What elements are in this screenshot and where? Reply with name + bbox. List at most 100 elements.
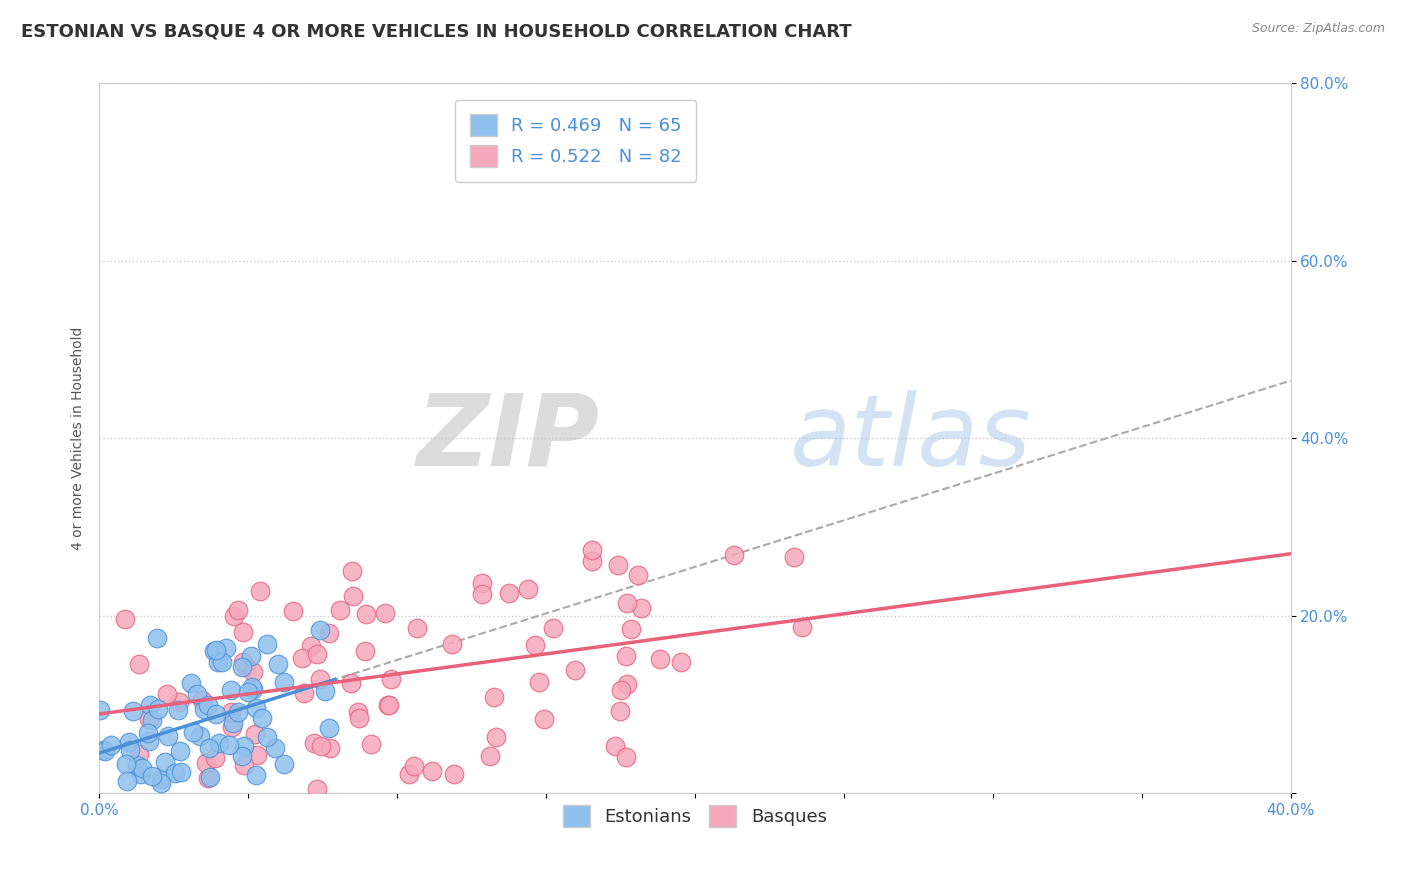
Point [155,755,177,769]
Point [291,651,314,665]
Point [139,698,162,712]
Point [318,625,340,640]
Point [122,704,145,718]
Point [318,721,340,735]
Point [190,693,212,707]
Point [581,554,603,568]
Point [211,655,233,669]
Point [360,737,382,751]
Point [264,741,287,756]
Point [603,739,626,754]
Point [156,687,179,701]
Point [309,673,332,687]
Text: atlas: atlas [790,390,1032,487]
Point [232,656,254,670]
Point [267,657,290,672]
Point [347,711,370,725]
Point [516,582,538,597]
Point [354,607,377,621]
Point [305,782,328,797]
Point [541,621,564,635]
Point [243,727,266,741]
Point [224,608,246,623]
Point [136,725,159,739]
Point [180,675,202,690]
Point [198,741,221,756]
Point [170,765,193,780]
Point [627,568,650,582]
Point [242,665,264,679]
Point [527,674,550,689]
Point [219,705,242,719]
Point [482,690,505,705]
Point [377,698,399,713]
Point [402,759,425,773]
Point [131,767,153,781]
Point [120,743,142,757]
Point [150,776,173,790]
Point [398,766,420,780]
Point [256,730,278,744]
Point [246,747,269,762]
Point [564,663,586,677]
Point [616,677,638,691]
Y-axis label: 4 or more Vehicles in Household: 4 or more Vehicles in Household [72,326,86,550]
Point [226,603,249,617]
Text: Source: ZipAtlas.com: Source: ZipAtlas.com [1251,22,1385,36]
Text: ZIP: ZIP [416,390,599,487]
Point [231,660,253,674]
Point [245,701,267,715]
Point [299,639,322,653]
Point [115,773,138,788]
Point [208,736,231,750]
Point [222,715,245,730]
Point [169,696,191,710]
Point [329,603,352,617]
Point [314,683,336,698]
Point [169,744,191,758]
Point [183,725,205,739]
Point [197,698,219,713]
Point [91,743,114,757]
Point [620,623,643,637]
Point [157,729,180,743]
Point [89,703,111,717]
Point [207,655,229,669]
Point [340,565,363,579]
Point [232,739,254,753]
Point [581,543,603,558]
Point [232,624,254,639]
Point [256,637,278,651]
Point [630,600,652,615]
Point [94,744,117,758]
Point [236,684,259,698]
Text: ESTONIAN VS BASQUE 4 OR MORE VEHICLES IN HOUSEHOLD CORRELATION CHART: ESTONIAN VS BASQUE 4 OR MORE VEHICLES IN… [21,22,852,40]
Point [471,587,494,601]
Point [354,644,377,658]
Point [128,747,150,761]
Point [524,638,547,652]
Point [479,749,502,764]
Point [221,720,243,734]
Legend: Estonians, Basques: Estonians, Basques [555,797,834,834]
Point [614,649,637,664]
Point [273,674,295,689]
Point [202,644,225,658]
Point [610,683,633,698]
Point [138,712,160,726]
Point [138,733,160,747]
Point [240,680,263,694]
Point [304,736,326,750]
Point [128,657,150,671]
Point [141,769,163,783]
Point [141,713,163,727]
Point [218,738,240,752]
Point [342,589,364,603]
Point [186,687,208,701]
Point [194,756,217,770]
Point [214,641,236,656]
Point [204,643,226,657]
Point [606,558,628,572]
Point [146,702,169,716]
Point [205,706,228,721]
